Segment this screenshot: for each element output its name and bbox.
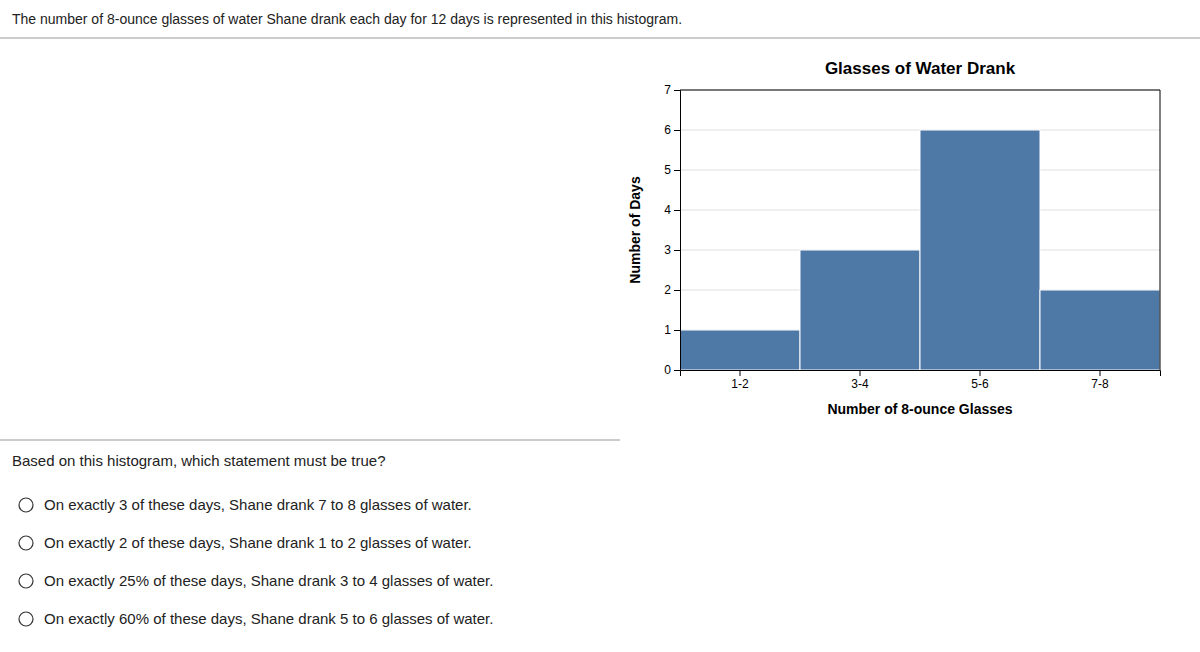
grid	[680, 90, 1160, 370]
y-axis-line	[674, 91, 681, 371]
separator	[0, 440, 620, 441]
y-tick-label: 0	[664, 363, 671, 377]
y-tick-mark	[674, 330, 680, 331]
y-tick-mark	[674, 210, 680, 211]
frame	[1160, 90, 1161, 370]
y-tick-mark	[674, 290, 680, 291]
y-tick-mark	[674, 170, 680, 171]
question-text: Based on this histogram, which statement…	[12, 452, 386, 469]
radio-circle	[19, 574, 33, 588]
y-tick-label: 5	[664, 163, 671, 177]
x-tick: 7-8	[1091, 370, 1109, 391]
x-tick-label: 7-8	[1091, 377, 1109, 391]
y-tick: 7	[664, 83, 680, 97]
options: On exactly 3 of these days, Shane drank …	[19, 496, 493, 627]
y-tick-label: 6	[664, 123, 671, 137]
x-tick-label: 5-6	[971, 377, 989, 391]
y-tick: 6	[664, 123, 680, 137]
option: On exactly 25% of these days, Shane dran…	[19, 572, 493, 589]
y-tick: 2	[664, 283, 680, 297]
y-tick: 1	[664, 323, 680, 337]
option: On exactly 3 of these days, Shane drank …	[19, 496, 472, 513]
intro-text: The number of 8-ounce glasses of water S…	[12, 11, 682, 27]
x-tick-mark	[1100, 370, 1101, 376]
y-tick: 4	[664, 203, 680, 217]
y-axis-title: Number of Days	[627, 176, 643, 284]
frame	[680, 90, 1160, 91]
separator	[0, 38, 1200, 39]
x-axis-line	[681, 371, 1161, 377]
y-tick: 3	[664, 243, 680, 257]
y-tick: 0	[664, 363, 680, 377]
x-axis-title: Number of 8-ounce Glasses	[827, 401, 1012, 417]
chart-title: Glasses of Water Drank	[825, 59, 1016, 78]
bar	[680, 330, 800, 370]
radio-circle	[19, 612, 33, 626]
x-tick-mark	[980, 370, 981, 376]
option-text: On exactly 25% of these days, Shane dran…	[44, 572, 493, 589]
radio-circle	[19, 498, 33, 512]
y-tick-mark	[674, 130, 680, 131]
bars	[680, 130, 1160, 370]
y-tick: 5	[664, 163, 680, 177]
option: On exactly 2 of these days, Shane drank …	[19, 534, 472, 551]
y-tick-mark	[674, 90, 680, 91]
y-tick-label: 7	[664, 83, 671, 97]
bar	[920, 130, 1040, 370]
option-text: On exactly 3 of these days, Shane drank …	[44, 496, 472, 513]
bar	[800, 250, 920, 370]
y-tick-mark	[674, 370, 680, 371]
x-tick: 1-2	[731, 370, 749, 391]
y-axis: 0 1 2 3 4 5 6 7	[664, 83, 680, 377]
x-tick: 3-4	[851, 370, 869, 391]
x-tick-label: 3-4	[851, 377, 869, 391]
radio-circle	[19, 536, 33, 550]
y-tick-label: 2	[664, 283, 671, 297]
bar	[1040, 290, 1160, 370]
grid-line	[680, 90, 1160, 91]
option: On exactly 60% of these days, Shane dran…	[19, 610, 493, 627]
x-tick-label: 1-2	[731, 377, 749, 391]
option-text: On exactly 2 of these days, Shane drank …	[44, 534, 472, 551]
y-tick-label: 3	[664, 243, 671, 257]
page: The number of 8-ounce glasses of water S…	[0, 0, 1200, 652]
x-tick-mark	[740, 370, 741, 376]
y-tick-label: 1	[664, 323, 671, 337]
x-tick-mark	[860, 370, 861, 376]
option-text: On exactly 60% of these days, Shane dran…	[44, 610, 493, 627]
x-axis: 1-2 3-4 5-6 7-8	[681, 370, 1161, 391]
y-tick-label: 4	[664, 203, 671, 217]
y-tick-mark	[674, 250, 680, 251]
x-tick: 5-6	[971, 370, 989, 391]
